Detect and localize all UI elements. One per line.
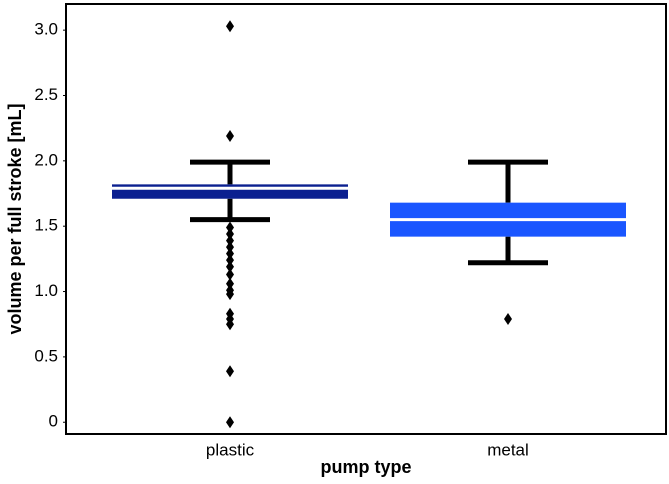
outlier [226, 221, 234, 234]
y-tick-label: 0.5 [34, 346, 58, 365]
box [112, 184, 348, 199]
outlier [226, 365, 234, 378]
outlier [226, 318, 234, 331]
outlier [226, 130, 234, 143]
y-tick-label: 3.0 [34, 20, 58, 39]
outlier [504, 312, 512, 325]
y-tick-label: 0 [49, 412, 58, 431]
plot-frame [65, 3, 667, 435]
x-tick-label: metal [487, 440, 529, 459]
y-axis-title: volume per full stroke [mL] [5, 103, 25, 334]
outlier [226, 288, 234, 301]
outlier [226, 254, 234, 267]
y-tick-label: 2.0 [34, 150, 58, 169]
x-tick-label: plastic [206, 440, 255, 459]
y-tick-label: 2.5 [34, 85, 58, 104]
outlier [226, 416, 234, 429]
outlier [226, 268, 234, 281]
x-axis-title: pump type [320, 457, 411, 477]
outlier [226, 260, 234, 273]
y-tick-label: 1.5 [34, 216, 58, 235]
y-tick-label: 1.0 [34, 281, 58, 300]
outlier [226, 228, 234, 241]
outlier [226, 247, 234, 260]
outlier [226, 241, 234, 254]
outlier [226, 277, 234, 290]
outlier [226, 234, 234, 247]
outlier [226, 20, 234, 33]
